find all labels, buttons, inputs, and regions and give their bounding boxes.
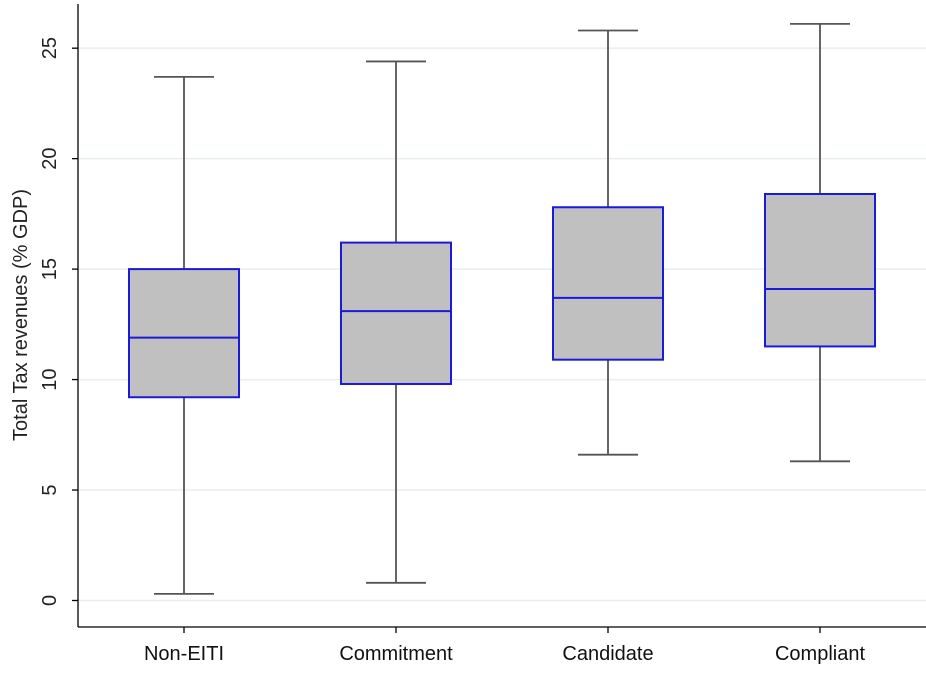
y-tick-label-5: 5 [39, 484, 61, 495]
box-group-3 [764, 22, 876, 463]
y-axis-title: Total Tax revenues (% GDP) [10, 189, 32, 441]
iqr-box-1 [340, 241, 452, 385]
axis-layer: 0 5 10 15 20 25 Non-EITI Commitment Candidate Com… [39, 4, 926, 665]
x-tick-label-3: Compliant [775, 643, 865, 665]
iqr-box-2 [552, 206, 664, 361]
y-tick-label-15: 15 [39, 258, 61, 280]
box-group-2 [552, 29, 664, 456]
y-tick-label-20: 20 [39, 148, 61, 170]
box-group-0 [128, 76, 240, 595]
x-tick-label-1: Commitment [339, 643, 453, 665]
y-tick-label-0: 0 [39, 595, 61, 606]
box-layer [128, 22, 876, 595]
y-tick-label-25: 25 [39, 37, 61, 59]
box-group-1 [340, 60, 452, 584]
iqr-box-3 [764, 192, 876, 348]
iqr-box-0 [128, 268, 240, 399]
x-tick-label-0: Non-EITI [144, 643, 224, 665]
y-tick-label-10: 10 [39, 368, 61, 390]
x-tick-label-2: Candidate [562, 643, 653, 665]
